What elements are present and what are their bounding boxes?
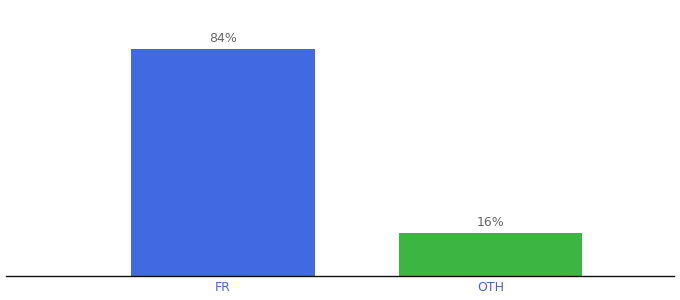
Bar — [131, 49, 315, 276]
Text: 84%: 84% — [209, 32, 237, 45]
Text: 16%: 16% — [477, 216, 505, 229]
Bar — [398, 232, 583, 276]
